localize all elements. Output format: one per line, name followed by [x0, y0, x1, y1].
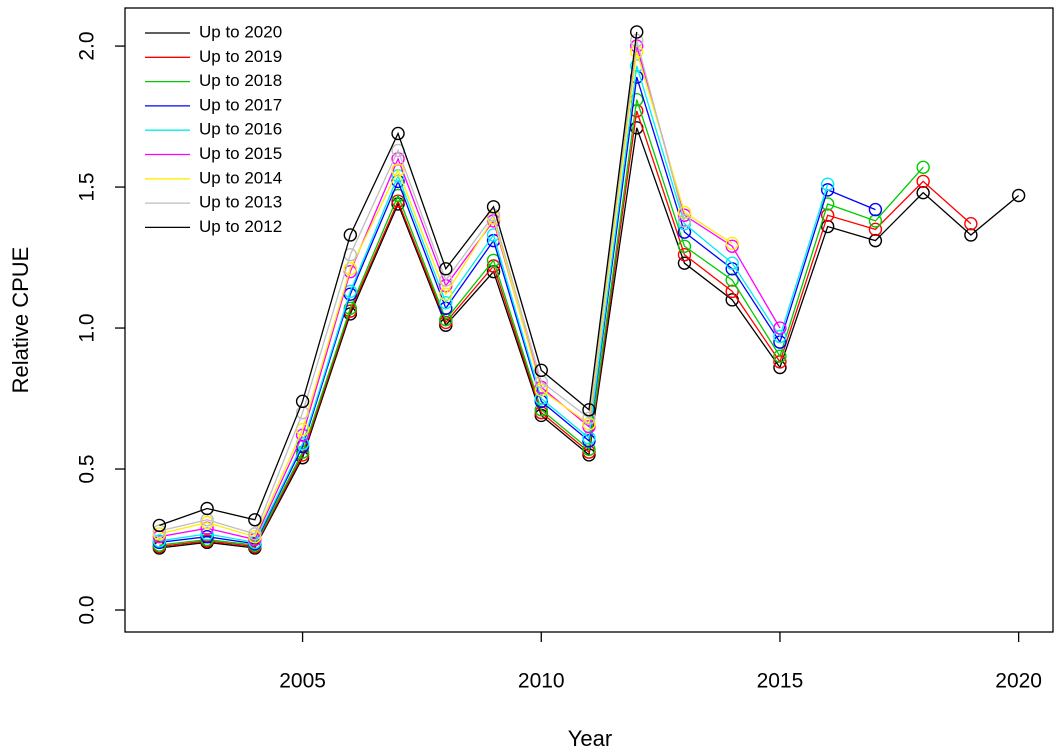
- y-tick-label: 2.0: [76, 31, 99, 60]
- y-tick-label: 0.5: [76, 454, 99, 483]
- data-point: [630, 25, 644, 39]
- data-point: [152, 534, 167, 548]
- x-tick-label: 2010: [518, 670, 565, 693]
- y-tick-label: 0.0: [76, 595, 99, 624]
- data-point: [582, 411, 596, 425]
- data-point: [820, 177, 835, 191]
- data-point: [534, 374, 548, 389]
- y-tick-label: 1.5: [76, 172, 99, 201]
- data-point: [582, 442, 596, 456]
- data-point: [391, 126, 405, 141]
- data-point: [725, 236, 739, 251]
- data-point: [1011, 188, 1026, 203]
- series-line: [159, 99, 924, 546]
- data-point: [964, 228, 978, 242]
- series-line: [159, 127, 1020, 549]
- x-tick-label: 2015: [757, 670, 804, 693]
- data-point: [582, 431, 596, 445]
- data-point: [868, 214, 883, 228]
- data-point: [295, 394, 310, 409]
- data-point: [964, 217, 978, 231]
- data-point: [630, 45, 644, 59]
- data-point: [725, 273, 739, 287]
- data-point: [439, 287, 453, 301]
- data-point: [391, 163, 405, 177]
- data-point: [439, 312, 453, 327]
- y-axis-title: Relative CPUE: [8, 247, 33, 394]
- y-tick-label: 1.0: [76, 313, 99, 342]
- data-point: [677, 248, 692, 262]
- data-point: [248, 513, 262, 527]
- data-point: [820, 183, 835, 197]
- legend-label: Up to 2016: [199, 120, 282, 139]
- data-point: [534, 403, 548, 417]
- legend-label: Up to 2020: [199, 22, 282, 41]
- data-point: [773, 349, 787, 363]
- data-point: [820, 208, 835, 222]
- data-point: [725, 284, 739, 299]
- data-point: [534, 383, 548, 397]
- data-point: [343, 228, 358, 242]
- data-point: [677, 239, 692, 253]
- series-line: [159, 31, 638, 527]
- data-point: [582, 403, 596, 417]
- legend-label: Up to 2012: [199, 217, 282, 236]
- data-point: [534, 391, 548, 406]
- data-point: [200, 513, 214, 527]
- data-point: [916, 185, 930, 200]
- legend-label: Up to 2019: [199, 47, 282, 66]
- plot-frame: [124, 7, 1054, 633]
- legend-label: Up to 2014: [199, 168, 282, 187]
- data-point: [820, 219, 835, 234]
- data-point: [773, 329, 787, 344]
- series-line: [159, 65, 829, 544]
- data-point: [152, 518, 167, 533]
- data-point: [295, 405, 310, 420]
- data-point: [534, 363, 548, 378]
- data-point: [868, 233, 883, 248]
- data-point: [391, 152, 405, 166]
- data-point: [439, 273, 453, 287]
- data-point: [439, 295, 453, 310]
- data-point: [916, 160, 930, 175]
- data-point: [677, 214, 692, 228]
- data-point: [868, 222, 883, 237]
- data-point: [916, 174, 930, 189]
- legend-label: Up to 2017: [199, 95, 282, 114]
- x-tick-label: 2005: [279, 670, 326, 693]
- data-point: [868, 202, 883, 217]
- data-point: [725, 256, 739, 270]
- legend-label: Up to 2018: [199, 71, 282, 90]
- x-axis-title: Year: [568, 726, 612, 751]
- legend-label: Up to 2015: [199, 144, 282, 163]
- data-point: [677, 256, 692, 270]
- series-line: [159, 51, 733, 538]
- series-line: [159, 76, 876, 545]
- data-point: [343, 262, 358, 276]
- series-line: [159, 110, 972, 548]
- x-tick-label: 2020: [995, 670, 1042, 693]
- series-line: [159, 40, 686, 535]
- data-point: [677, 225, 692, 239]
- data-point: [248, 527, 262, 541]
- data-point: [486, 200, 501, 214]
- data-point: [200, 501, 214, 516]
- data-point: [439, 262, 453, 276]
- data-point: [343, 301, 358, 315]
- legend-label: Up to 2013: [199, 193, 282, 212]
- data-point: [773, 321, 787, 335]
